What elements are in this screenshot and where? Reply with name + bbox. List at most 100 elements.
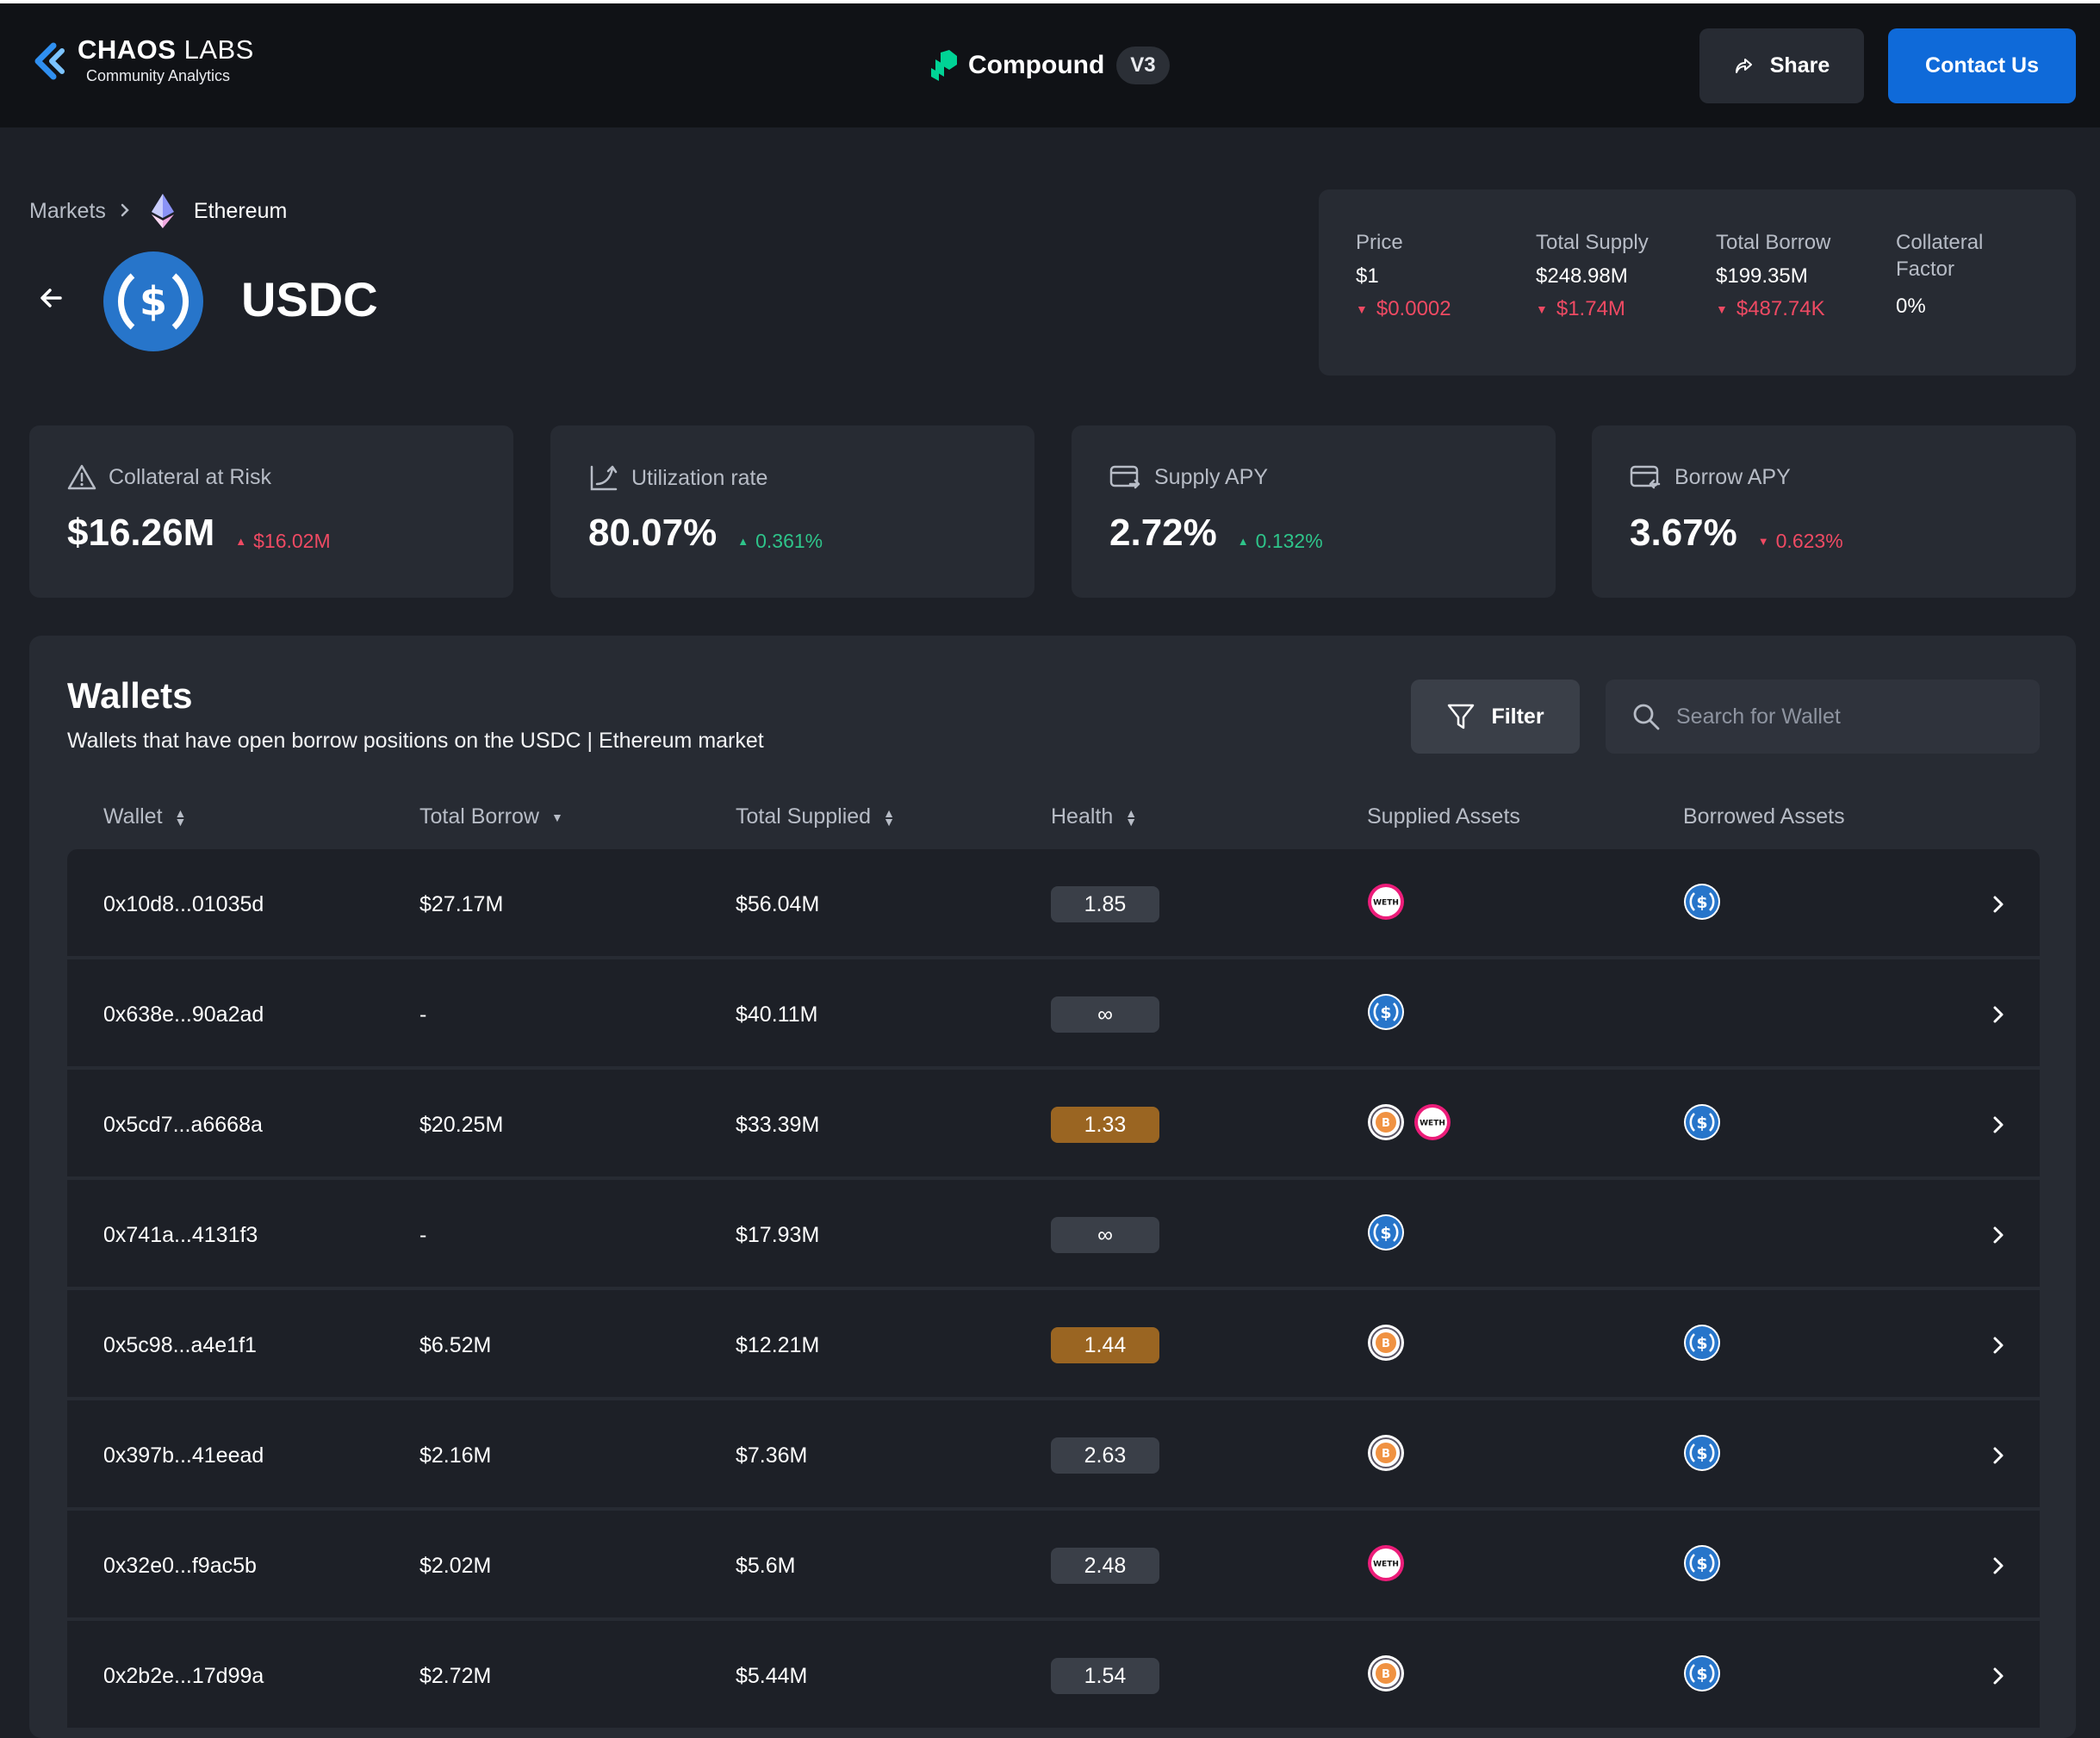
wallet-address[interactable]: 0x10d8...01035d: [103, 891, 264, 916]
chevron-right-icon[interactable]: [1991, 849, 2005, 959]
chevron-right-icon[interactable]: [1991, 1070, 2005, 1180]
total-supplied-cell: $12.21M: [736, 1332, 820, 1357]
wbtc-icon: B: [1367, 1324, 1405, 1368]
health-cell: 1.85: [1051, 849, 1159, 959]
borrowed-assets-cell: $: [1683, 849, 1721, 959]
share-icon: [1735, 58, 1752, 73]
health-badge: 1.54: [1051, 1658, 1159, 1694]
chevron-right-icon[interactable]: [1991, 1290, 2005, 1400]
total-borrow-cell: $2.72M: [419, 1663, 492, 1688]
metric-borrow-apy: Borrow APY 3.67% ▼ 0.623%: [1592, 425, 2076, 598]
chevron-right-icon: [120, 199, 130, 224]
stat-collateral-factor: Collateral Factor 0%: [1896, 229, 1983, 319]
total-supplied-cell: $7.36M: [736, 1443, 808, 1468]
column-header-total-supplied[interactable]: Total Supplied ▲ ▼: [736, 804, 895, 829]
caret-up-icon: ▲: [1237, 535, 1249, 548]
chevron-right-icon[interactable]: [1991, 1180, 2005, 1290]
utilization-icon: [590, 465, 618, 491]
stat-price-delta: ▼ $0.0002: [1356, 297, 1451, 320]
search-input[interactable]: [1676, 704, 2038, 729]
svg-text:B: B: [1382, 1117, 1390, 1130]
protocol-indicator: Compound V3: [929, 47, 1170, 84]
borrowed-assets-cell: $: [1683, 1070, 1721, 1180]
health-badge: 1.44: [1051, 1327, 1159, 1363]
table-row[interactable]: 0x397b...41eead $2.16M $7.36M 2.63 B $: [67, 1400, 2040, 1511]
search-icon: [1633, 704, 1660, 730]
metric-delta: ▲ 0.361%: [737, 530, 823, 552]
usdc-icon: $: [1683, 1103, 1721, 1147]
warning-icon: [67, 464, 96, 490]
search-box[interactable]: [1606, 680, 2040, 754]
svg-text:B: B: [1382, 1448, 1390, 1461]
metric-label: Collateral at Risk: [109, 464, 271, 489]
wallets-panel: Wallets Wallets that have open borrow po…: [29, 636, 2076, 1738]
column-header-health[interactable]: Health ▲ ▼: [1051, 804, 1138, 829]
supplied-assets-cell: WETH: [1367, 849, 1405, 959]
breadcrumb-markets[interactable]: Markets: [29, 198, 106, 223]
health-cell: 1.33: [1051, 1070, 1159, 1180]
chevron-right-icon[interactable]: [1991, 959, 2005, 1070]
health-badge: 2.63: [1051, 1437, 1159, 1474]
usdc-icon: $: [1683, 1654, 1721, 1698]
brand-logo[interactable]: CHAOS LABS Community Analytics: [29, 36, 254, 85]
wallet-address[interactable]: 0x5cd7...a6668a: [103, 1112, 263, 1137]
breadcrumb: Markets Ethereum: [29, 193, 287, 229]
svg-text:B: B: [1382, 1338, 1390, 1350]
table-row[interactable]: 0x10d8...01035d $27.17M $56.04M 1.85 WETH $: [67, 849, 2040, 959]
supplied-assets-cell: B: [1367, 1400, 1405, 1511]
supplied-assets-cell: $: [1367, 1180, 1405, 1290]
health-cell: ∞: [1051, 1180, 1159, 1290]
wallet-address[interactable]: 0x741a...4131f3: [103, 1222, 258, 1247]
metric-supply-apy: Supply APY 2.72% ▲ 0.132%: [1072, 425, 1556, 598]
wbtc-icon: B: [1367, 1654, 1405, 1698]
column-header-total-borrow[interactable]: Total Borrow ▼: [419, 804, 563, 829]
supplied-assets-cell: WETH: [1367, 1511, 1405, 1621]
total-supplied-cell: $17.93M: [736, 1222, 820, 1247]
wallet-address[interactable]: 0x638e...90a2ad: [103, 1002, 264, 1027]
total-borrow-cell: -: [419, 1002, 427, 1027]
stat-borrow-value: $199.35M: [1716, 264, 1808, 288]
table-row[interactable]: 0x2b2e...17d99a $2.72M $5.44M 1.54 B $: [67, 1621, 2040, 1731]
stat-supply-delta: ▼ $1.74M: [1536, 297, 1625, 320]
filter-button[interactable]: Filter: [1411, 680, 1580, 754]
total-borrow-cell: $2.02M: [419, 1553, 492, 1578]
metric-label: Borrow APY: [1674, 464, 1791, 489]
chevron-right-icon[interactable]: [1991, 1400, 2005, 1511]
health-cell: 2.63: [1051, 1400, 1159, 1511]
table-row[interactable]: 0x638e...90a2ad - $40.11M ∞ $: [67, 959, 2040, 1070]
wallet-address[interactable]: 0x397b...41eead: [103, 1443, 264, 1468]
svg-text:B: B: [1382, 1668, 1390, 1681]
metric-delta: ▲ $16.02M: [235, 530, 331, 552]
sort-icon: ▲ ▼: [1125, 805, 1138, 829]
supply-card-icon: [1109, 465, 1140, 489]
caret-down-icon: ▼: [1716, 302, 1728, 316]
svg-text:$: $: [1380, 1224, 1391, 1243]
health-badge: ∞: [1051, 1217, 1159, 1253]
brand-subtitle: Community Analytics: [86, 67, 231, 84]
wallet-address[interactable]: 0x32e0...f9ac5b: [103, 1553, 257, 1578]
svg-text:$: $: [140, 278, 167, 325]
wallet-address[interactable]: 0x5c98...a4e1f1: [103, 1332, 257, 1357]
usdc-icon: $: [1683, 1434, 1721, 1478]
wallet-address[interactable]: 0x2b2e...17d99a: [103, 1663, 264, 1688]
top-border: [0, 0, 2100, 3]
table-row[interactable]: 0x741a...4131f3 - $17.93M ∞ $: [67, 1180, 2040, 1290]
contact-us-button[interactable]: Contact Us: [1888, 28, 2076, 103]
table-row[interactable]: 0x32e0...f9ac5b $2.02M $5.6M 2.48 WETH $: [67, 1511, 2040, 1621]
back-button[interactable]: [40, 288, 64, 313]
table-row[interactable]: 0x5cd7...a6668a $20.25M $33.39M 1.33 B WETH $: [67, 1070, 2040, 1180]
chevron-right-icon[interactable]: [1991, 1511, 2005, 1621]
chevron-right-icon[interactable]: [1991, 1621, 2005, 1731]
filter-label: Filter: [1491, 704, 1544, 729]
table-row[interactable]: 0x5c98...a4e1f1 $6.52M $12.21M 1.44 B $: [67, 1290, 2040, 1400]
total-borrow-cell: $20.25M: [419, 1112, 504, 1137]
usdc-icon: $: [1367, 1213, 1405, 1257]
svg-text:$: $: [1696, 1555, 1707, 1574]
svg-text:WETH: WETH: [1420, 1119, 1445, 1127]
svg-text:$: $: [1696, 1444, 1707, 1463]
wallets-title: Wallets: [67, 675, 193, 716]
svg-text:WETH: WETH: [1373, 898, 1399, 907]
stat-borrow-label: Total Borrow: [1716, 231, 1831, 254]
share-button[interactable]: Share: [1699, 28, 1864, 103]
column-header-wallet[interactable]: Wallet ▲ ▼: [103, 804, 187, 829]
